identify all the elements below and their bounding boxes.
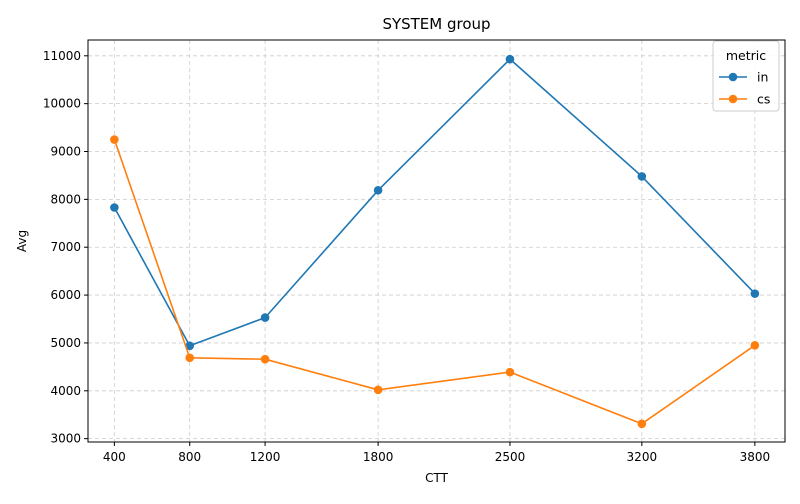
legend-item-cs: cs (719, 92, 770, 107)
legend-swatch-marker (728, 72, 738, 82)
data-point-cs (505, 367, 515, 377)
data-point-in (260, 313, 270, 322)
legend-label: in (757, 70, 768, 85)
legend-item-in: in (719, 70, 768, 85)
x-tick-label: 800 (178, 450, 201, 464)
data-point-in (750, 289, 760, 298)
y-tick-label: 5000 (50, 336, 81, 350)
y-tick-label: 11000 (43, 49, 81, 63)
y-tick-label: 3000 (50, 432, 81, 446)
x-axis-ticks: 400 800 1200 1800 2500 3200 3800 (103, 442, 770, 464)
data-point-cs (260, 354, 270, 364)
x-axis-label: CTT (425, 471, 448, 485)
series-layer (110, 54, 760, 429)
series-cs (110, 135, 760, 429)
y-axis-ticks: 3000 4000 5000 6000 7000 8000 9000 10000 11000 (43, 49, 88, 446)
legend-items: in cs (719, 70, 770, 107)
data-point-cs (637, 419, 647, 429)
data-point-cs (373, 385, 383, 395)
data-point-in (110, 203, 119, 212)
chart-title: SYSTEM group (382, 15, 490, 33)
data-point-in (637, 172, 647, 181)
y-tick-label: 8000 (50, 192, 81, 206)
y-axis-label: Avg (15, 230, 29, 252)
legend-title: metric (726, 48, 766, 63)
plot-area-frame (87, 39, 786, 443)
legend-swatch-marker (728, 94, 738, 104)
y-tick-label: 6000 (50, 288, 81, 302)
x-tick-label: 1200 (250, 450, 281, 464)
legend-box (712, 40, 780, 112)
x-tick-label: 3800 (740, 450, 771, 464)
data-point-cs (750, 341, 760, 350)
x-tick-label: 3200 (627, 450, 658, 464)
data-point-in (185, 341, 195, 351)
y-tick-label: 7000 (50, 240, 81, 254)
y-tick-label: 9000 (50, 145, 81, 159)
x-tick-label: 400 (103, 450, 126, 464)
data-point-in (373, 185, 383, 195)
y-tick-label: 4000 (50, 384, 81, 398)
data-point-in (505, 54, 515, 64)
legend: metric in cs (712, 40, 780, 112)
series-in (110, 54, 760, 351)
y-tick-label: 10000 (43, 97, 81, 111)
data-point-cs (110, 135, 119, 144)
legend-label: cs (757, 92, 770, 107)
x-tick-label: 1800 (363, 450, 394, 464)
x-tick-label: 2500 (495, 450, 526, 464)
data-point-cs (185, 353, 195, 363)
